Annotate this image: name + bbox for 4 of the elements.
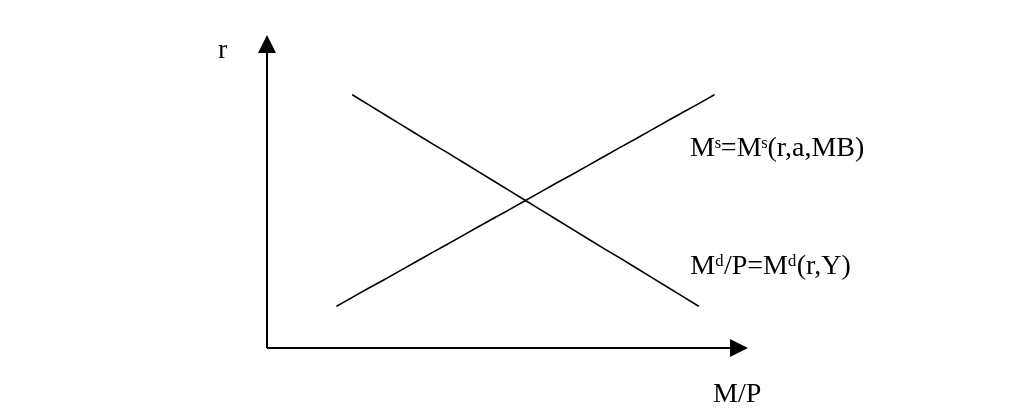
y-axis-title: r	[218, 33, 228, 64]
series-label: Mˢ=Mˢ(r,a,MB)	[690, 131, 865, 162]
series-label: Mᵈ/P=Mᵈ(r,Y)	[690, 249, 851, 280]
x-axis-title: M/P	[713, 377, 762, 408]
